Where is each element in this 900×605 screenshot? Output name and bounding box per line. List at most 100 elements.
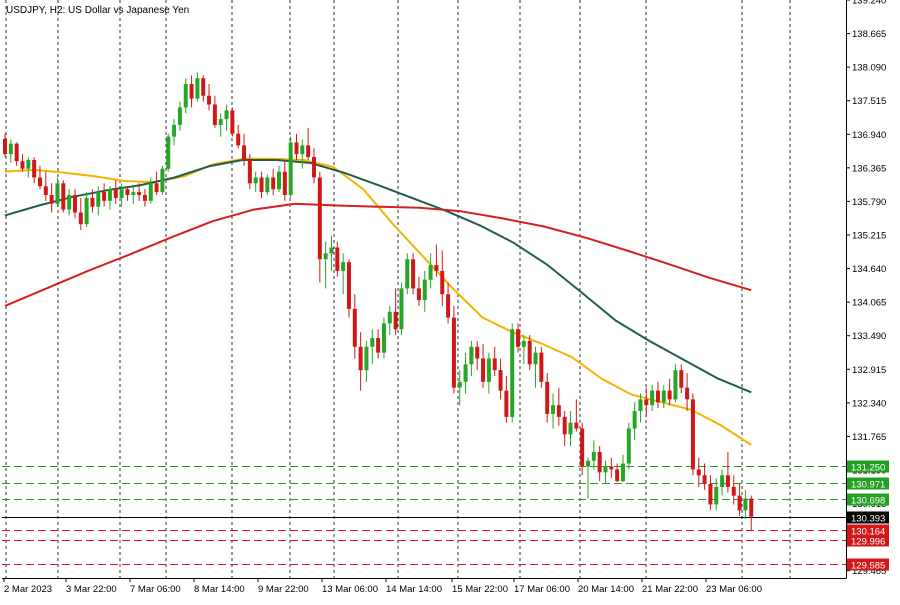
candle — [224, 104, 229, 131]
candle-body — [620, 463, 625, 482]
candle — [125, 186, 130, 201]
candle-body — [416, 288, 421, 301]
candle-body — [551, 405, 556, 414]
candle-body — [236, 133, 241, 146]
candle-body — [381, 323, 386, 353]
candle-body — [720, 475, 725, 487]
price-level-label-box — [847, 558, 889, 571]
candle-body — [609, 466, 614, 470]
time-axis-label: 2 Mar 2023 — [4, 584, 52, 595]
price-axis-label: 137.515 — [852, 96, 886, 107]
candle — [96, 186, 101, 216]
price-axis-label: 134.640 — [852, 264, 886, 275]
candle-body — [743, 498, 748, 511]
candle — [568, 411, 573, 447]
candle — [510, 323, 515, 423]
candle-body — [725, 475, 730, 487]
candle — [463, 352, 468, 394]
candle — [277, 165, 282, 193]
candle — [300, 139, 305, 169]
candle-body — [247, 159, 252, 184]
candle-body — [574, 422, 579, 429]
candle-body — [3, 138, 7, 155]
candle-body — [475, 346, 480, 359]
price-level-label: 130.698 — [851, 496, 885, 507]
candle-body — [195, 78, 200, 99]
candle-body — [183, 84, 188, 108]
candle-body — [510, 329, 515, 417]
time-axis-label: 13 Mar 06:00 — [322, 584, 378, 595]
candle — [679, 364, 684, 394]
candle-body — [469, 346, 474, 365]
candle — [358, 332, 363, 391]
candle — [451, 305, 456, 394]
candle-body — [300, 145, 305, 155]
candle — [446, 282, 451, 324]
candle — [492, 346, 497, 376]
candle-body — [37, 177, 42, 187]
candle — [253, 171, 258, 193]
price-level-label: 129.996 — [851, 537, 885, 548]
candle — [166, 133, 171, 172]
candle — [131, 186, 136, 204]
candle — [8, 139, 13, 163]
candle — [107, 186, 112, 210]
price-axis-label: 132.915 — [852, 365, 886, 376]
price-axis-label: 131.765 — [852, 432, 886, 443]
candle — [626, 422, 631, 470]
candle — [556, 387, 561, 426]
candle — [271, 168, 276, 196]
candle-body — [137, 192, 142, 196]
candle-body — [446, 294, 451, 318]
candle — [498, 358, 503, 400]
candle-body — [154, 183, 159, 193]
price-axis-label: 135.215 — [852, 230, 886, 241]
candle — [725, 451, 730, 493]
candle — [37, 165, 42, 190]
candle — [376, 329, 381, 359]
candle — [329, 235, 334, 271]
price-axis-label: 138.090 — [852, 63, 886, 74]
candle — [504, 375, 509, 423]
candle — [708, 475, 713, 511]
candle-body — [492, 358, 497, 371]
candle-body — [690, 399, 695, 470]
candle — [90, 189, 95, 213]
candle — [551, 393, 556, 429]
candle-body — [218, 119, 223, 125]
candle-body — [644, 399, 649, 406]
candle-body — [626, 428, 631, 464]
candle-body — [696, 469, 701, 476]
candle-body — [749, 498, 754, 517]
candle — [265, 174, 270, 196]
candle — [236, 124, 241, 149]
price-level-label-box — [847, 460, 889, 473]
candle — [743, 489, 748, 520]
candle — [189, 75, 194, 108]
candle — [580, 422, 585, 476]
candle-body — [26, 159, 31, 169]
candle — [78, 197, 83, 231]
candle — [195, 72, 200, 102]
candle — [294, 133, 299, 160]
price-level-label: 129.585 — [851, 561, 885, 572]
candle — [84, 192, 89, 228]
candle-body — [533, 352, 538, 365]
candle-body — [306, 145, 311, 158]
candle — [545, 373, 550, 423]
candle — [352, 294, 357, 359]
candle-body — [177, 107, 182, 125]
candle-body — [358, 346, 363, 371]
candle-body — [393, 311, 398, 330]
candle — [650, 384, 655, 412]
time-axis-label: 8 Mar 14:00 — [194, 584, 245, 595]
candle — [667, 378, 672, 406]
price-axis-label: 132.340 — [852, 398, 886, 409]
price-axis-label: 139.240 — [852, 0, 886, 7]
candle-body — [335, 247, 340, 271]
candle-body — [142, 195, 147, 201]
candle — [615, 463, 620, 483]
moving-average-lines — [4, 157, 752, 446]
